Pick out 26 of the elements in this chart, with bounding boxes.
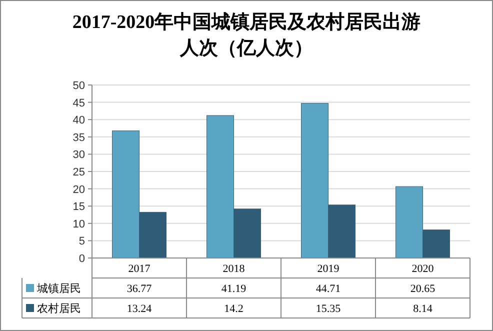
y-tick-label: 20 <box>72 184 85 196</box>
data-label: 15.35 <box>316 303 342 315</box>
y-tick-label: 15 <box>72 201 85 214</box>
data-label: 14.2 <box>224 303 244 315</box>
data-label: 36.77 <box>126 283 152 295</box>
x-tick-label: 2018 <box>222 263 246 275</box>
legend-label: 城镇居民 <box>36 282 81 295</box>
y-tick-label: 5 <box>78 236 85 248</box>
data-label: 8.14 <box>413 303 433 315</box>
y-tick-label: 35 <box>72 132 85 144</box>
x-tick-label: 2020 <box>412 263 434 275</box>
y-tick-label: 25 <box>72 166 85 178</box>
data-label: 41.19 <box>221 283 247 295</box>
y-tick-label: 45 <box>72 97 85 110</box>
chart-title: 2017-2020年中国城镇居民及农村居民出游人次（亿人次） <box>72 11 421 59</box>
y-tick-label: 30 <box>72 149 85 162</box>
data-label: 13.24 <box>126 303 152 315</box>
y-tick-label: 0 <box>78 253 85 265</box>
legend-label: 农村居民 <box>37 302 81 315</box>
y-tick-label: 40 <box>72 114 85 127</box>
x-tick-label: 2017 <box>128 263 151 275</box>
y-tick-label: 10 <box>72 218 85 230</box>
data-label: 44.71 <box>316 283 341 295</box>
data-label: 20.65 <box>410 283 436 295</box>
y-tick-label: 50 <box>72 80 85 92</box>
x-tick-label: 2019 <box>317 263 340 275</box>
